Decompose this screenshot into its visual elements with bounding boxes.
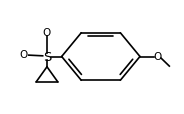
Text: O: O (153, 52, 162, 62)
Text: O: O (43, 28, 51, 38)
Text: S: S (43, 51, 51, 63)
Text: O: O (20, 50, 28, 60)
